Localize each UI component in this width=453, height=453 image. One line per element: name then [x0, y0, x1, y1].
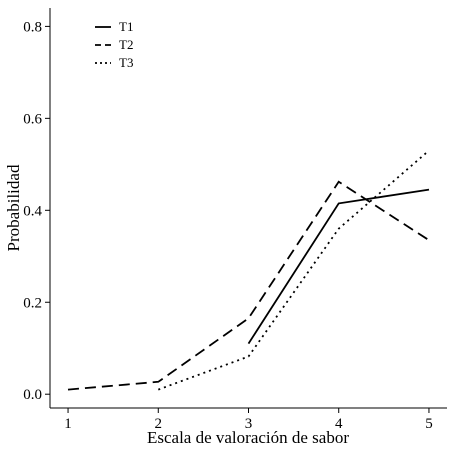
series-line-t1: [247, 188, 430, 345]
ticks: 1 2 3 4 5 0.0 0.2 0.4 0.6 0.8: [23, 19, 432, 432]
legend-label-t2: T2: [119, 37, 133, 52]
series-line-t2: [67, 180, 430, 391]
x-axis-title: Escala de valoración de sabor: [147, 428, 349, 447]
legend-label-t1: T1: [119, 19, 133, 34]
x-tick-label: 2: [155, 416, 163, 432]
series-lines: [67, 149, 430, 391]
legend-label-t3: T3: [119, 55, 133, 70]
y-axis-title: Probabilidad: [4, 164, 23, 251]
x-tick-label: 3: [245, 416, 253, 432]
x-tick-label: 1: [64, 416, 72, 432]
x-tick-label: 4: [335, 416, 343, 432]
y-tick-label: 0.0: [23, 387, 42, 403]
y-tick-label: 0.8: [23, 19, 42, 35]
series-line-t3: [157, 149, 430, 391]
axes: [49, 8, 447, 409]
legend: T1 T2 T3: [95, 19, 133, 70]
y-tick-label: 0.6: [23, 111, 42, 127]
y-tick-label: 0.4: [23, 203, 42, 219]
y-tick-label: 0.2: [23, 295, 42, 311]
x-tick-label: 5: [425, 416, 433, 432]
